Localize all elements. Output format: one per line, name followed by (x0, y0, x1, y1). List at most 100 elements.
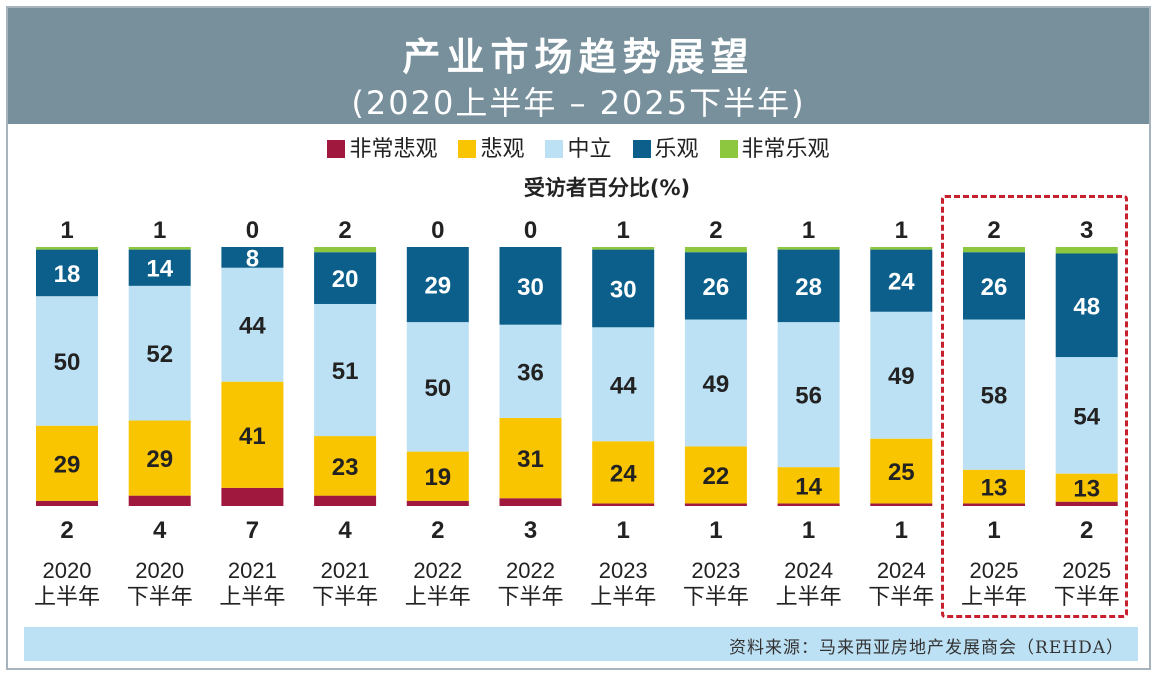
data-label-top: 1 (802, 217, 815, 244)
data-label-bottom: 2 (60, 517, 73, 544)
bar-segment (221, 267, 284, 382)
bar-segment (870, 311, 933, 439)
chart-title: 产业市场趋势展望 (402, 35, 755, 79)
x-tick-label-year: 2023 (599, 558, 648, 583)
x-tick-label-half: 下半年 (683, 585, 749, 610)
data-label-top: 1 (153, 217, 166, 244)
bar-segment (684, 247, 747, 253)
data-label: 22 (703, 463, 730, 490)
x-tick-label-year: 2021 (228, 558, 277, 583)
bar-segment (592, 249, 655, 328)
legend: 非常悲观 悲观 中立 乐观 非常乐观 (0, 131, 1157, 163)
data-label: 14 (146, 256, 173, 283)
bar-segment (870, 247, 933, 250)
x-tick-label-year: 2025 (1062, 558, 1111, 583)
data-label: 26 (981, 274, 1008, 301)
bar-segment (36, 425, 98, 501)
legend-swatch (719, 140, 738, 158)
data-label-bottom: 1 (802, 517, 815, 544)
legend-label: 悲观 (480, 137, 525, 162)
data-label-top: 0 (524, 217, 537, 244)
data-label: 14 (795, 473, 822, 500)
data-label: 49 (703, 371, 730, 398)
bar-segment (1055, 357, 1118, 474)
bar-segment (406, 500, 469, 506)
data-label-top: 1 (60, 217, 73, 244)
data-label: 48 (1073, 293, 1100, 320)
bar-segment (870, 503, 933, 506)
data-label: 20 (332, 266, 359, 293)
x-tick-label-year: 2023 (691, 558, 740, 583)
bar-segment (1055, 473, 1118, 502)
x-tick-label-half: 下半年 (868, 585, 934, 610)
bar-segment (499, 324, 562, 418)
bar-segment (684, 252, 747, 320)
x-tick-label-year: 2020 (43, 558, 92, 583)
data-label: 51 (332, 358, 359, 385)
bar-segment (592, 247, 655, 250)
data-label-bottom: 7 (246, 517, 259, 544)
x-tick-label-year: 2024 (784, 558, 833, 583)
bar-segment (128, 285, 191, 421)
legend-item-very-pessimistic: 非常悲观 (327, 131, 437, 163)
data-label-top: 1 (895, 217, 908, 244)
bar-segment (36, 296, 98, 426)
x-tick-label-half: 下半年 (1054, 585, 1120, 610)
bar-segment (592, 327, 655, 442)
y-axis-label: 受访者百分比(%) (523, 176, 691, 200)
bar-segment (963, 469, 1025, 504)
footer-bar: 资料来源：马来西亚房地产发展商会（REHDA） (24, 627, 1138, 661)
chart-subtitle: (2020上半年 – 2025下半年) (351, 84, 806, 122)
bar-segment (684, 446, 747, 504)
data-label: 18 (54, 261, 81, 288)
bar-segment (684, 503, 747, 506)
data-label: 36 (517, 359, 544, 386)
data-label-bottom: 1 (617, 517, 630, 544)
legend-swatch (327, 140, 346, 158)
data-label-top: 1 (617, 217, 630, 244)
bar-segment (221, 487, 284, 506)
x-tick-label-half: 上半年 (34, 585, 100, 610)
bar-segment (777, 503, 840, 506)
legend-label: 非常乐观 (741, 137, 830, 162)
highlight-box-2025 (941, 195, 1128, 618)
bar-segment (36, 249, 98, 297)
bar-segment (963, 503, 1025, 506)
bar-segment (406, 451, 469, 501)
bar-segment (592, 441, 655, 504)
data-label-bottom: 4 (338, 517, 352, 544)
bar-segment (963, 252, 1025, 320)
data-label: 54 (1073, 403, 1100, 430)
bar-segment (128, 247, 191, 250)
data-label-bottom: 1 (709, 517, 722, 544)
x-tick-label-half: 下半年 (312, 585, 378, 610)
bar-segment (777, 249, 840, 323)
data-label-bottom: 2 (1080, 517, 1093, 544)
bar-segment (314, 436, 377, 496)
bar-segment (777, 322, 840, 468)
bar-segment (592, 503, 655, 506)
bar-segment (1055, 501, 1118, 506)
data-label: 52 (146, 341, 173, 368)
data-label: 50 (424, 375, 451, 402)
legend-label: 乐观 (654, 137, 699, 162)
x-tick-label-half: 下半年 (127, 585, 193, 610)
bar-segment (870, 249, 933, 312)
bar-segment (128, 249, 191, 286)
x-tick-label-year: 2025 (970, 558, 1019, 583)
data-label-top: 2 (338, 217, 351, 244)
bar-segment (406, 247, 469, 323)
bar-segment (1055, 247, 1118, 254)
x-tick-label-half: 下半年 (497, 585, 563, 610)
data-label: 41 (239, 423, 266, 450)
x-tick-label-year: 2021 (321, 558, 370, 583)
legend-label: 中立 (567, 137, 612, 162)
data-label-top: 3 (1080, 217, 1093, 244)
x-tick-label-half: 上半年 (405, 585, 471, 610)
bar-segment (963, 247, 1025, 253)
bar-segment (314, 303, 377, 437)
data-label-top: 2 (987, 217, 1000, 244)
x-tick-label-year: 2020 (135, 558, 184, 583)
x-tick-label-half: 上半年 (776, 585, 842, 610)
x-tick-label-half: 上半年 (961, 585, 1027, 610)
